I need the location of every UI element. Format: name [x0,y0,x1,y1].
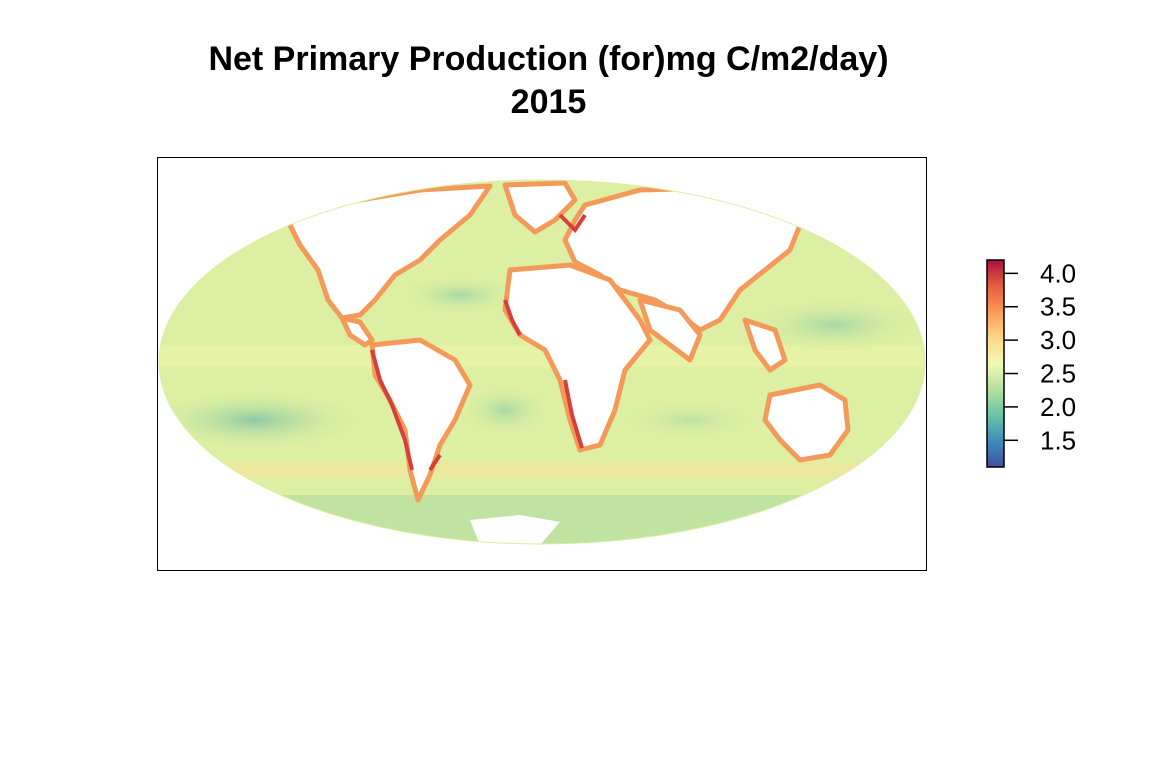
land-southeast-asia [742,317,788,373]
globe-edge [158,179,926,545]
land-greenland [502,180,578,235]
legend-tick-label: 3.5 [1040,292,1076,322]
legend-tick-label: 2.5 [1040,359,1076,389]
indian-ocean-gyre [620,400,760,440]
equatorial-band [159,345,925,367]
land-africa [502,262,653,453]
south-pacific-gyre [159,390,365,450]
land-antarctica [470,515,560,544]
legend-tick-label: 1.5 [1040,425,1076,455]
chart-title-line1: Net Primary Production (for)mg C/m2/day) [208,40,889,78]
legend-tick-label: 2.0 [1040,392,1076,422]
plot-frame [157,157,927,571]
legend-colorbar [986,259,1005,468]
legend-ticks: 4.0 3.53.0 2.52.01.5 [1004,258,1076,455]
legend-tick-label: 4.0 [1040,258,1076,288]
south-atlantic-gyre [460,385,550,435]
peru-upwelling [370,349,414,471]
land-central-america [339,315,375,348]
benguela-upwelling [563,379,584,449]
north-sea-hotspot [558,213,587,234]
land-masses [287,180,851,544]
land-australia [762,382,851,463]
north-atlantic-gyre [400,275,520,315]
upwelling-hotspots [370,213,587,472]
chart-title-line2: 2015 [510,83,587,121]
canary-upwelling [503,299,522,336]
land-north-america [287,183,493,321]
north-pacific-gyre [745,297,925,353]
land-south-asia [637,297,703,363]
patagonia-hotspot [428,453,442,472]
subtropical-front [159,462,925,478]
legend-tick-label: 3.0 [1040,325,1076,355]
